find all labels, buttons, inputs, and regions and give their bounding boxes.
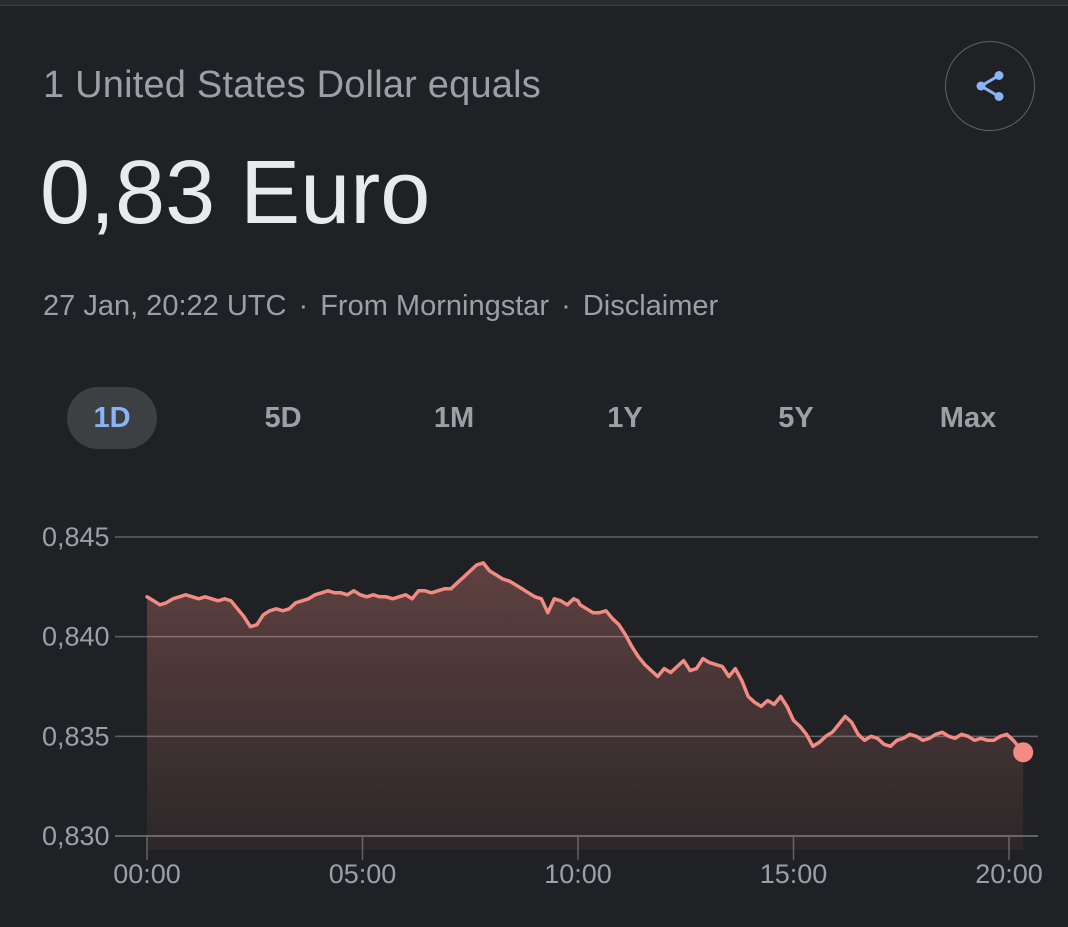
x-tick-label: 20:00 [975, 859, 1043, 889]
range-selector: 1D 5D 1M 1Y 5Y Max [0, 387, 1068, 449]
current-value-dot [1013, 742, 1034, 763]
x-tick-label: 00:00 [113, 859, 181, 889]
y-axis-labels: 0,845 0,840 0,835 0,830 [42, 522, 110, 851]
y-tick-label: 0,840 [42, 622, 110, 652]
series-line [145, 561, 1025, 755]
top-divider [0, 5, 1068, 6]
range-tab-1y[interactable]: 1Y [607, 402, 643, 434]
top-edge [0, 0, 1068, 5]
range-tab-1d[interactable]: 1D [67, 387, 157, 449]
timestamp: 27 Jan, 20:22 UTC [43, 290, 287, 322]
converted-value: 0,83 Euro [40, 143, 431, 243]
x-axis-labels: 00:00 05:00 10:00 15:00 20:00 [113, 859, 1043, 889]
meta-line: 27 Jan, 20:22 UTC · From Morningstar · D… [43, 290, 718, 323]
area-fill-path [147, 562, 1024, 850]
conversion-subtitle: 1 United States Dollar equals [43, 64, 541, 106]
y-tick-label: 0,845 [42, 522, 110, 552]
range-tab-max[interactable]: Max [939, 402, 997, 434]
share-button[interactable] [945, 41, 1035, 131]
series-line-layer [145, 561, 1034, 763]
disclaimer-link[interactable]: Disclaimer [582, 290, 719, 322]
separator: · [561, 290, 571, 322]
y-tick-label: 0,835 [42, 721, 110, 751]
range-tab-1m[interactable]: 1M [433, 402, 475, 434]
source-label: From Morningstar [320, 290, 550, 322]
x-tick-label: 05:00 [329, 859, 397, 889]
area-fill [147, 562, 1024, 850]
range-tab-5d[interactable]: 5D [264, 402, 302, 434]
y-tick-label: 0,830 [42, 821, 110, 851]
x-tick-label: 15:00 [760, 859, 828, 889]
share-icon [976, 71, 1004, 101]
separator: · [298, 290, 309, 322]
range-tab-5y[interactable]: 5Y [778, 402, 814, 434]
x-tick-label: 10:00 [544, 859, 612, 889]
